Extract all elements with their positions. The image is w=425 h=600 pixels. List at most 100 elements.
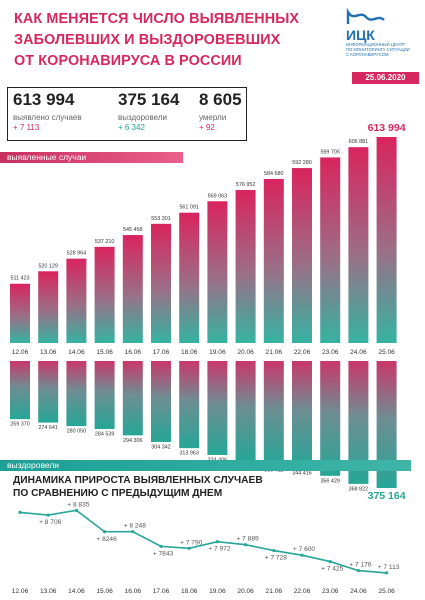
growth-value-label: + 8 835	[67, 501, 90, 508]
recovered-bar	[235, 361, 256, 462]
title-line-2: ЗАБОЛЕВШИХ И ВЫЗДОРОВЕВШИХ	[14, 32, 281, 48]
cases-bar	[10, 283, 30, 343]
stat-deaths-delta: + 92	[199, 123, 215, 132]
stat-recovered-label: выздоровели	[118, 113, 167, 122]
date-label: 15.06	[96, 349, 113, 356]
cases-value-label: 592 280	[292, 160, 312, 166]
date-label: 24.06	[350, 349, 367, 356]
growth-chart-title: ДИНАМИКА ПРИРОСТА ВЫЯВЛЕННЫХ СЛУЧАЕВ ПО …	[13, 475, 263, 499]
cases-bar	[94, 246, 115, 343]
growth-point	[356, 569, 360, 573]
cases-value-label: 528 964	[67, 251, 87, 257]
recovered-value-label: 280 050	[67, 429, 87, 435]
date-label: 19.06	[209, 349, 226, 356]
title-line-3: ОТ КОРОНАВИРУСА В РОССИИ	[14, 53, 242, 69]
cases-value-label: 545 458	[123, 227, 143, 233]
stat-deaths: 8 605 умерли + 92	[199, 90, 242, 133]
growth-value-label: + 7 972	[208, 546, 231, 553]
date-label: 17.06	[153, 349, 170, 356]
cases-value-label: 569 063	[208, 193, 228, 199]
recovered-bar	[66, 361, 87, 427]
growth-date-label: 19.06	[209, 588, 226, 595]
cases-value-label: 606 881	[349, 139, 369, 145]
cases-value-label: 511 423	[10, 276, 29, 282]
stat-cases-value: 613 994	[13, 90, 75, 109]
recovered-value-label: 284 539	[95, 432, 115, 438]
recovered-bar	[320, 361, 341, 476]
stat-cases: 613 994 выявлено случаев + 7 113	[13, 90, 82, 133]
date-label: 20.06	[237, 349, 254, 356]
cases-bar	[179, 212, 200, 343]
date-label: 12.06	[12, 349, 29, 356]
growth-value-label: + 8 248	[124, 523, 147, 530]
logo-wave-icon	[346, 8, 385, 24]
cases-bar	[376, 137, 397, 343]
recovered-bar	[263, 361, 284, 465]
stat-cases-delta: + 7 113	[13, 123, 40, 132]
growth-point	[187, 546, 191, 550]
growth-value-label: + 7 728	[265, 555, 288, 562]
title-line-1: КАК МЕНЯЕТСЯ ЧИСЛО ВЫЯВЛЕННЫХ	[14, 11, 300, 27]
recovered-value-label: 368 822	[349, 486, 369, 492]
growth-value-label: + 7 176	[349, 562, 372, 569]
date-label: 21.06	[266, 349, 283, 356]
cases-value-label: 553 301	[151, 216, 171, 222]
logo: ИЦК ИНФОРМАЦИОННЫЙ ЦЕНТР ПО МОНИТОРИНГУ …	[346, 8, 416, 57]
date-badge: 25.06.2020	[352, 72, 419, 84]
recovered-value-label: 344 416	[292, 470, 312, 476]
growth-date-label: 13.06	[40, 588, 57, 595]
date-label: 16.06	[125, 349, 142, 356]
logo-subtitle: ИНФОРМАЦИОННЫЙ ЦЕНТР ПО МОНИТОРИНГУ СИТУ…	[346, 42, 410, 57]
date-label: 25.06	[378, 349, 395, 356]
cases-bar	[292, 168, 312, 343]
date-label: 14.06	[68, 349, 85, 356]
recovered-bar	[151, 361, 171, 442]
stat-deaths-label: умерли	[199, 113, 227, 122]
growth-point	[74, 508, 78, 512]
growth-date-label: 22.06	[294, 588, 311, 595]
recovered-bar	[376, 361, 397, 488]
date-label: 22.06	[294, 349, 311, 356]
growth-value-label: + 7 889	[237, 536, 260, 543]
cases-bar	[207, 201, 228, 343]
growth-date-label: 15.06	[96, 588, 113, 595]
cases-value-label: 520 129	[38, 263, 58, 269]
stat-deaths-value: 8 605	[199, 90, 242, 109]
recovered-value-label: 375 164	[368, 490, 406, 502]
growth-point	[131, 530, 135, 534]
growth-date-label: 25.06	[378, 588, 395, 595]
recovered-value-label: 356 429	[320, 478, 340, 484]
recovered-value-label: 304 342	[151, 444, 171, 450]
recovered-value-label: 269 370	[10, 422, 30, 428]
growth-point	[385, 571, 389, 575]
growth-point	[244, 543, 248, 547]
growth-point	[300, 553, 304, 557]
growth-date-label: 16.06	[125, 588, 142, 595]
recovered-bar	[292, 361, 312, 468]
cases-bar	[348, 147, 369, 343]
growth-value-label: + 8246	[96, 536, 117, 543]
growth-line	[19, 509, 387, 574]
recovered-value-label: 313 963	[179, 451, 199, 457]
cases-value-label: 576 952	[236, 182, 256, 188]
recovered-value-label: 294 306	[123, 438, 143, 444]
recovered-bar	[38, 361, 59, 423]
recovered-bar	[207, 361, 228, 455]
growth-point	[46, 513, 50, 517]
growth-date-label: 17.06	[153, 588, 170, 595]
growth-value-label: + 7 790	[180, 539, 203, 546]
recovered-bar	[94, 361, 115, 430]
cases-value-label: 599 705	[320, 149, 340, 155]
cases-bar	[235, 189, 256, 343]
cases-bar	[263, 178, 284, 343]
growth-value-label: + 8 706	[39, 519, 62, 526]
growth-point	[18, 510, 22, 514]
cases-band: выявленные случаи	[0, 152, 183, 163]
recovered-bar	[348, 361, 369, 484]
growth-date-label: 20.06	[237, 588, 254, 595]
growth-point	[328, 559, 332, 564]
cases-bar	[320, 157, 341, 343]
stats-box: 613 994 выявлено случаев + 7 113 375 164…	[7, 87, 247, 141]
growth-date-label: 18.06	[181, 588, 198, 595]
growth-date-label: 12.06	[12, 588, 29, 595]
